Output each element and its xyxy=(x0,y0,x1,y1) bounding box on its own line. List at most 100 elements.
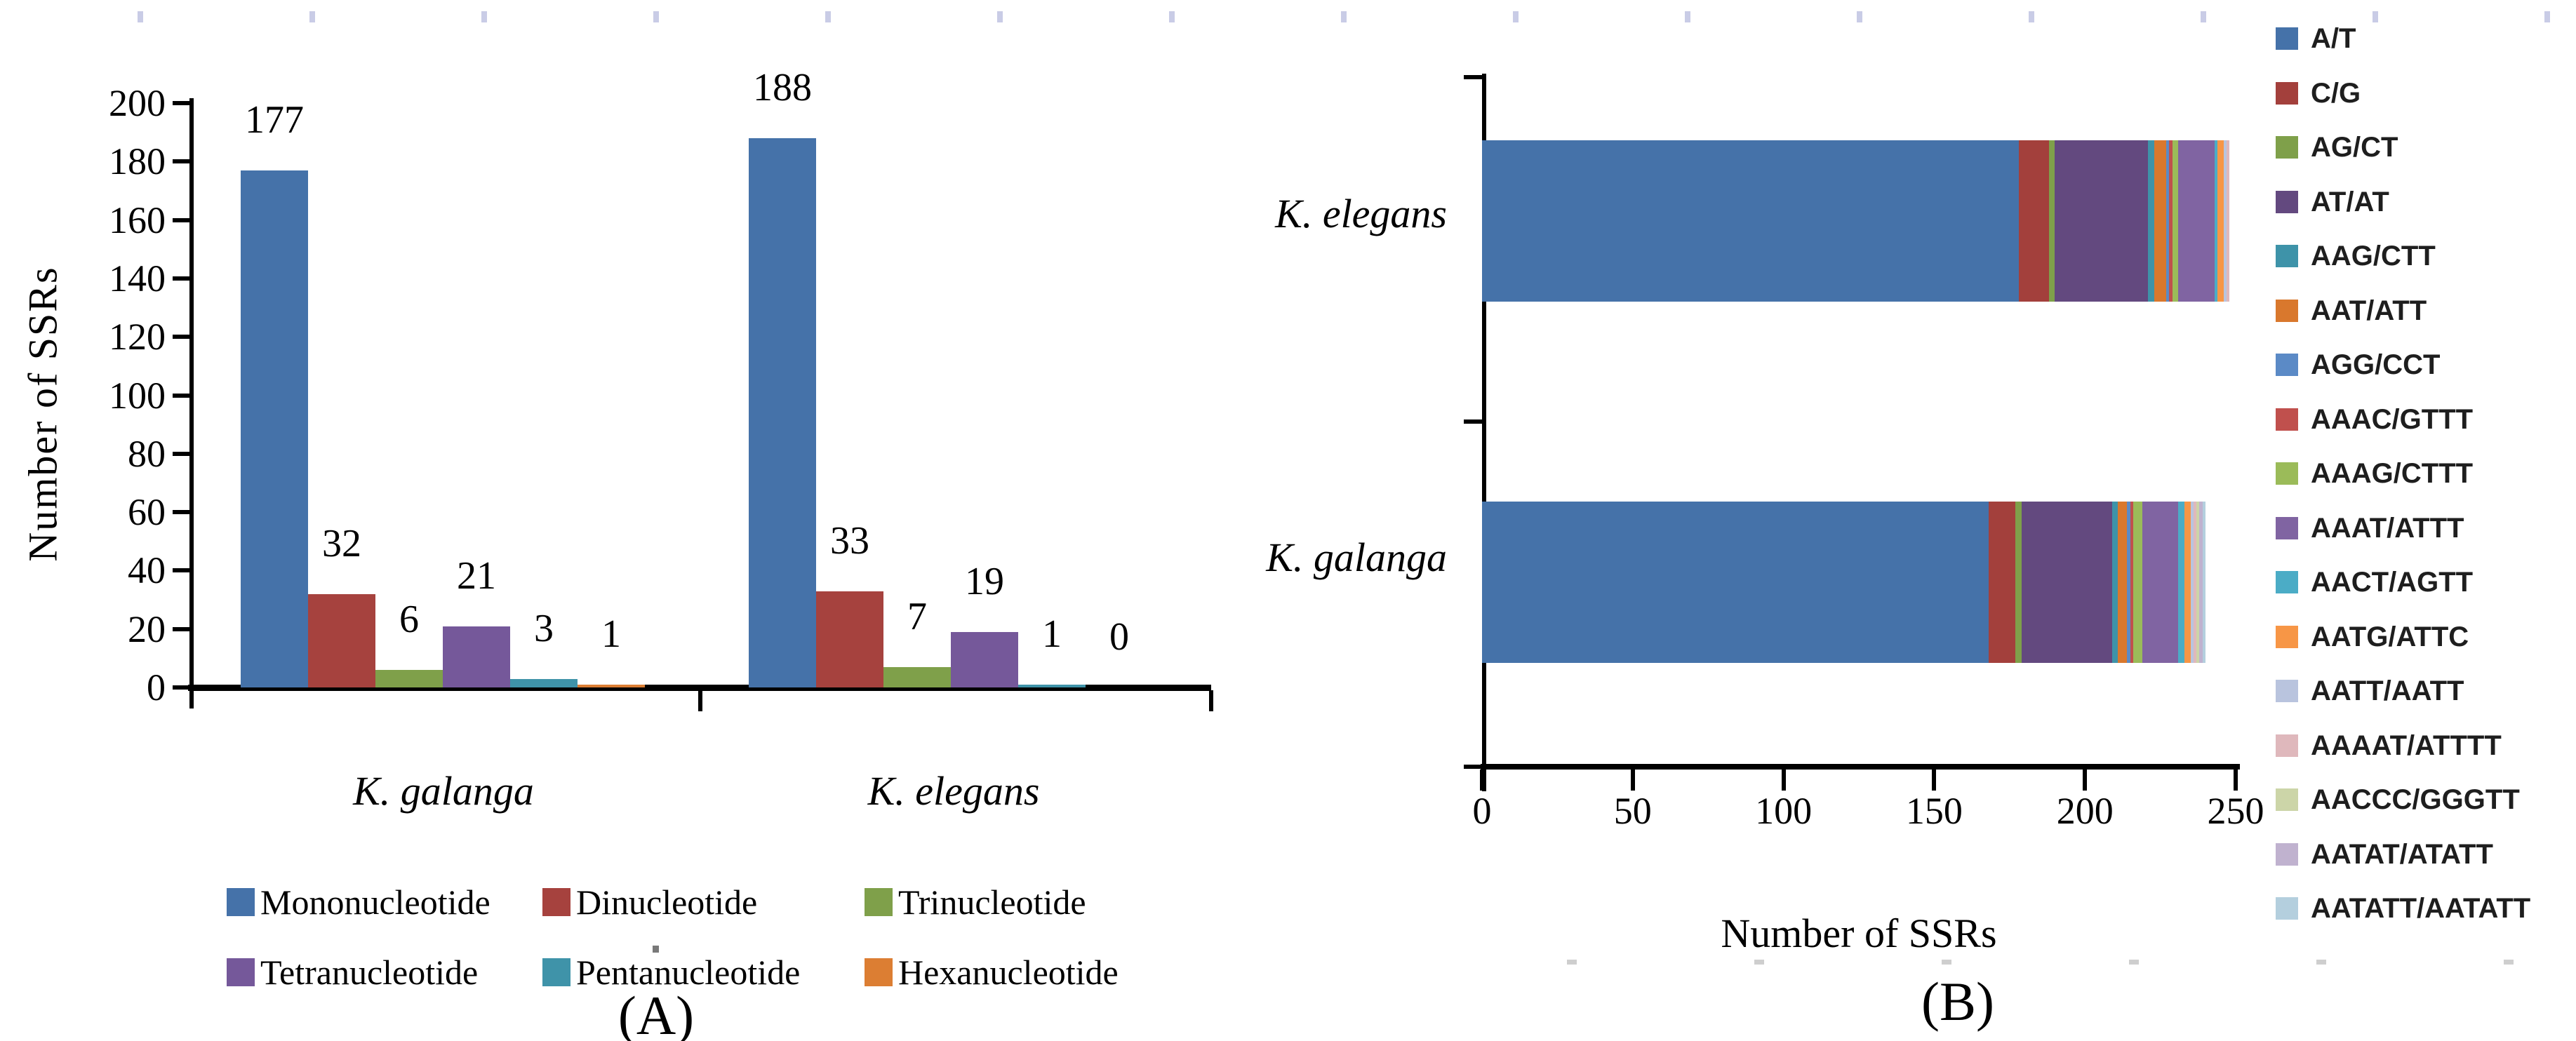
panel-a-y-tick-label-200: 200 xyxy=(109,82,166,124)
panel-a-y-tick-200 xyxy=(173,101,189,105)
panel-a-data-label-K-elegans-trinucleotide: 7 xyxy=(907,594,927,638)
panel-b-legend-label-c-g: C/G xyxy=(2311,77,2361,109)
bottom-artifact-dash-1 xyxy=(1754,960,1764,965)
panel-b-legend-label-aag-ctt: AAG/CTT xyxy=(2311,241,2436,271)
panel-a-legend-item-dinucleotide: Dinucleotide xyxy=(542,884,757,920)
panel-a-y-tick-100 xyxy=(173,393,189,398)
panel-a-legend-item-mononucleotide: Mononucleotide xyxy=(227,884,490,920)
panel-b-legend-item-aaccc-gggtt: AACCC/GGGTT xyxy=(2276,784,2520,815)
panel-b-x-tick-150 xyxy=(1932,770,1937,791)
panel-a-legend-label-mononucleotide: Mononucleotide xyxy=(260,882,490,922)
panel-b-legend-label-aaaat-atttt: AAAAT/ATTTT xyxy=(2311,730,2502,761)
panel-a-bar-K-galanga-tetranucleotide xyxy=(443,626,510,687)
panel-b-x-tick-0 xyxy=(1480,770,1484,791)
panel-b-x-tick-label-200: 200 xyxy=(2056,790,2114,832)
panel-a-bar-K-elegans-trinucleotide xyxy=(883,666,951,687)
panel-b-segment-K-galanga-ag-ct xyxy=(2015,502,2022,663)
panel-b-legend-swatch-aaat-attt xyxy=(2276,516,2298,539)
panel-a-y-tick-label-80: 80 xyxy=(128,432,166,475)
panel-b-legend-item-c-g: C/G xyxy=(2276,78,2361,109)
panel-b-segment-K-elegans-aat-att xyxy=(2154,140,2167,302)
panel-a-data-label-K-elegans-pentanucleotide: 1 xyxy=(1042,612,1062,656)
top-artifact-dash-9 xyxy=(1685,11,1690,22)
panel-b-legend-item-aat-att: AAT/ATT xyxy=(2276,295,2427,326)
panel-b-legend-swatch-aact-agtt xyxy=(2276,571,2298,593)
bottom-artifact-dash-4 xyxy=(2316,960,2326,965)
panel-b-legend-label-aaat-attt: AAAT/ATTT xyxy=(2311,512,2464,544)
panel-b-legend-label-aaag-cttt: AAAG/CTTT xyxy=(2311,458,2474,489)
small-dot-artifact xyxy=(653,946,659,953)
panel-b-segment-K-galanga-aatt-aatt xyxy=(2190,502,2194,663)
panel-b-legend-label-agg-cct: AGG/CCT xyxy=(2311,349,2441,380)
panel-b-legend-label-a-t: A/T xyxy=(2311,23,2356,54)
panel-b-legend-swatch-ag-ct xyxy=(2276,136,2298,159)
panel-b-legend-swatch-aaac-gttt xyxy=(2276,408,2298,431)
panel-b-legend-label-aatt-aatt: AATT/AATT xyxy=(2311,676,2464,706)
panel-b-x-tick-label-250: 250 xyxy=(2207,790,2264,832)
panel-b-x-tick-100 xyxy=(1781,770,1786,791)
panel-b-legend-swatch-aat-att xyxy=(2276,299,2298,322)
panel-a-legend-label-dinucleotide: Dinucleotide xyxy=(576,882,758,922)
panel-b-segment-K-galanga-c-g xyxy=(1988,502,2016,663)
panel-a-data-label-K-galanga-trinucleotide: 6 xyxy=(399,598,419,641)
panel-b-x-tick-label-100: 100 xyxy=(1755,790,1813,832)
panel-a-bar-K-elegans-mononucleotide xyxy=(749,137,816,687)
panel-a-y-tick-180 xyxy=(173,159,189,164)
panel-b-segment-K-galanga-aaac-gttt xyxy=(2130,502,2133,663)
panel-b-legend-item-aag-ctt: AAG/CTT xyxy=(2276,241,2436,271)
panel-a-bar-K-galanga-mononucleotide xyxy=(241,170,308,687)
panel-b-segment-K-galanga-aat-att xyxy=(2118,502,2128,663)
panel-a-y-tick-label-20: 20 xyxy=(128,607,166,650)
panel-b-segment-K-elegans-at-at xyxy=(2055,140,2149,302)
panel-b-segment-K-elegans-c-g xyxy=(2018,140,2049,302)
panel-a-y-tick-label-120: 120 xyxy=(109,316,166,358)
panel-b-segment-K-galanga-aatatt-aatatt xyxy=(2202,502,2206,663)
panel-b-y-tick-1 xyxy=(1464,419,1482,424)
panel-a-data-label-K-galanga-mononucleotide: 177 xyxy=(245,98,304,142)
panel-a-legend-swatch-trinucleotide xyxy=(865,888,893,916)
panel-b-segment-K-galanga-aatat-atatt xyxy=(2199,502,2203,663)
panel-a-y-axis-line xyxy=(189,98,194,708)
panel-b-legend-item-aaac-gttt: AAAC/GTTT xyxy=(2276,404,2473,435)
panel-a-legend-label-pentanucleotide: Pentanucleotide xyxy=(576,953,801,992)
panel-b-legend-label-aat-att: AAT/ATT xyxy=(2311,295,2427,326)
panel-b-y-axis-line xyxy=(1482,74,1486,791)
panel-b-category-label-0: K. elegans xyxy=(1275,191,1447,236)
panel-b-legend-item-a-t: A/T xyxy=(2276,23,2356,54)
panel-b-segment-K-galanga-at-at xyxy=(2021,502,2112,663)
panel-a-y-tick-label-0: 0 xyxy=(147,666,166,708)
panel-b-legend-item-at-at: AT/AT xyxy=(2276,187,2389,217)
panel-b-x-tick-200 xyxy=(2083,770,2088,791)
panel-a-data-label-K-elegans-dinucleotide: 33 xyxy=(830,518,869,563)
panel-b-legend-swatch-aatatt-aatatt xyxy=(2276,897,2298,920)
panel-a-y-tick-20 xyxy=(173,626,189,631)
panel-a-legend-swatch-mononucleotide xyxy=(227,888,255,916)
panel-b-segment-K-galanga-aaccc-gggtt xyxy=(2196,502,2200,663)
panel-a-legend-item-hexanucleotide: Hexanucleotide xyxy=(865,954,1119,990)
panel-b-legend-label-aatat-atatt: AATAT/ATATT xyxy=(2311,838,2493,870)
panel-b-segment-K-elegans-aaag-cttt xyxy=(2172,140,2179,302)
panel-b-segment-K-galanga-aatg-attc xyxy=(2184,502,2191,663)
panel-a-y-tick-label-100: 100 xyxy=(109,374,166,417)
panel-b-legend-swatch-aaag-cttt xyxy=(2276,462,2298,485)
panel-b-legend-label-at-at: AT/AT xyxy=(2311,186,2389,217)
panel-b-legend-item-aaaat-atttt: AAAAT/ATTTT xyxy=(2276,730,2502,761)
panel-a-legend-label-tetranucleotide: Tetranucleotide xyxy=(260,953,479,992)
panel-a-y-tick-label-60: 60 xyxy=(128,491,166,534)
panel-a-category-label-1: K. elegans xyxy=(867,768,1040,814)
panel-a-x-tick-0 xyxy=(698,690,702,711)
panel-b-segment-K-elegans-aaaat-atttt xyxy=(2227,140,2230,302)
panel-b-legend-item-aaat-attt: AAAT/ATTT xyxy=(2276,513,2464,544)
panel-b-segment-K-galanga-aaag-cttt xyxy=(2133,502,2142,663)
panel-a-legend-swatch-pentanucleotide xyxy=(542,958,570,986)
panel-a-letter: (A) xyxy=(618,985,695,1041)
panel-b-segment-K-elegans-aatt-aatt xyxy=(2223,140,2227,302)
panel-a-legend-item-tetranucleotide: Tetranucleotide xyxy=(227,954,478,990)
panel-b-legend-swatch-aaccc-gggtt xyxy=(2276,788,2298,811)
panel-b-legend-label-aact-agtt: AACT/AGTT xyxy=(2311,567,2474,598)
panel-b-segment-K-elegans-aaac-gttt xyxy=(2169,140,2173,302)
panel-b-segment-K-galanga-agg-cct xyxy=(2127,502,2130,663)
panel-b-legend-swatch-c-g xyxy=(2276,81,2298,105)
panel-b-x-tick-label-50: 50 xyxy=(1613,790,1652,832)
panel-b-legend-item-agg-cct: AGG/CCT xyxy=(2276,349,2440,380)
